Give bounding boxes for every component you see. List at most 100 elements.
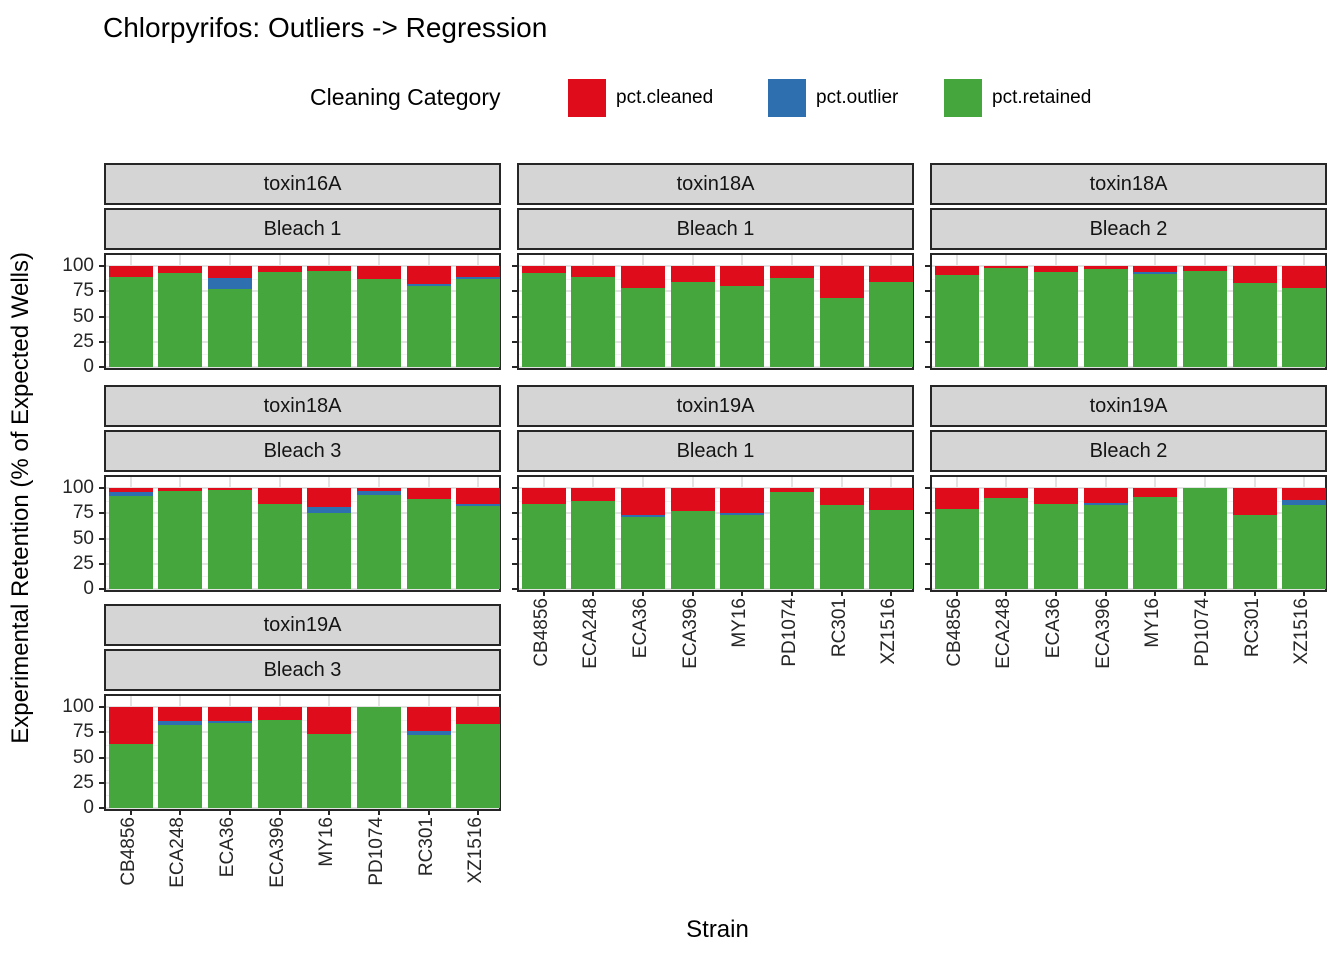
bar-segment-pct.cleaned-CB4856 xyxy=(934,266,979,276)
bar-segment-pct.cleaned-MY16 xyxy=(720,488,765,514)
bar-segment-pct.retained-ECA396 xyxy=(670,282,715,367)
x-axis-label-ECA36: ECA36 xyxy=(217,817,239,878)
bar-segment-pct.retained-XZ1516 xyxy=(1282,505,1327,589)
bar-segment-pct.retained-ECA396 xyxy=(257,720,302,808)
y-axis-tick xyxy=(512,562,519,565)
facet-strip-toxin: toxin16A xyxy=(104,163,501,205)
facet-strip-toxin: toxin19A xyxy=(517,385,914,427)
bar-segment-pct.cleaned-ECA248 xyxy=(571,488,616,502)
facet-panel xyxy=(925,253,1327,370)
bar-segment-pct.outlier-ECA36 xyxy=(208,721,253,724)
bar-segment-pct.retained-MY16 xyxy=(307,513,352,589)
y-axis-tick xyxy=(925,512,932,515)
bar-segment-pct.retained-CB4856 xyxy=(108,277,153,367)
y-axis-tick xyxy=(99,781,106,784)
y-axis-tick-label: 50 xyxy=(72,746,94,768)
bar-segment-pct.cleaned-XZ1516 xyxy=(456,266,501,278)
facet-strip-toxin: toxin19A xyxy=(104,604,501,646)
bar-segment-pct.outlier-CB4856 xyxy=(108,492,153,497)
bar-segment-pct.cleaned-ECA36 xyxy=(1034,266,1079,273)
x-axis-tick xyxy=(1005,590,1008,596)
gridline-major xyxy=(932,265,1325,267)
bar-segment-pct.cleaned-ECA396 xyxy=(257,488,302,505)
bar-segment-pct.outlier-RC301 xyxy=(406,284,451,287)
bar-segment-pct.cleaned-XZ1516 xyxy=(869,266,914,283)
x-axis-tick xyxy=(1055,590,1058,596)
bar-segment-pct.cleaned-ECA248 xyxy=(984,266,1029,269)
bar-segment-pct.retained-RC301 xyxy=(406,499,451,589)
bar-segment-pct.cleaned-ECA396 xyxy=(670,488,715,512)
bar-segment-pct.outlier-MY16 xyxy=(1133,272,1178,275)
bar-segment-pct.retained-ECA36 xyxy=(208,490,253,589)
bar-segment-pct.retained-RC301 xyxy=(819,298,864,367)
bar-segment-pct.cleaned-ECA248 xyxy=(158,707,203,722)
gridline-minor xyxy=(106,795,499,797)
bar-segment-pct.cleaned-MY16 xyxy=(1133,266,1178,273)
facet-strip-toxin: toxin18A xyxy=(517,163,914,205)
y-axis-tick xyxy=(925,537,932,540)
gridline-minor xyxy=(932,329,1325,331)
bar-segment-pct.retained-MY16 xyxy=(720,515,765,589)
bar-segment-pct.cleaned-ECA36 xyxy=(208,707,253,722)
x-axis-tick xyxy=(1203,590,1206,596)
facet-panel xyxy=(512,475,914,596)
y-axis-tick xyxy=(925,588,932,590)
gridline-major xyxy=(106,315,499,318)
gridline-major xyxy=(519,537,912,540)
bar-segment-pct.cleaned-ECA248 xyxy=(984,488,1029,499)
gridline-major xyxy=(519,512,912,515)
y-axis-tick xyxy=(512,366,519,368)
y-axis-tick xyxy=(99,537,106,540)
x-axis-label-XZ1516: XZ1516 xyxy=(465,817,487,884)
y-axis-tick xyxy=(512,487,519,489)
bar-segment-pct.outlier-XZ1516 xyxy=(456,504,501,507)
y-axis-tick xyxy=(99,315,106,318)
y-axis-tick xyxy=(925,340,932,343)
gridline-major xyxy=(519,366,912,368)
x-axis-tick xyxy=(592,590,595,596)
x-axis-tick xyxy=(955,590,958,596)
gridline-minor xyxy=(519,525,912,527)
x-axis-title: Strain xyxy=(686,916,749,943)
bar-segment-pct.cleaned-RC301 xyxy=(1232,266,1277,284)
x-axis-label-ECA248: ECA248 xyxy=(580,598,602,669)
gridline-major xyxy=(519,315,912,318)
bar-segment-pct.outlier-PD1074 xyxy=(356,491,401,496)
bar-segment-pct.cleaned-ECA36 xyxy=(1034,488,1079,505)
y-axis-tick xyxy=(925,487,932,489)
x-axis-label-CB4856: CB4856 xyxy=(943,598,965,667)
bar-segment-pct.retained-PD1074 xyxy=(356,495,401,589)
x-axis-label-XZ1516: XZ1516 xyxy=(1291,598,1313,665)
y-axis-title: Experimental Retention (% of Expected We… xyxy=(7,252,34,744)
facet-panel: 100 75 50 25 0 xyxy=(62,475,501,599)
y-axis-tick-label: 25 xyxy=(72,552,94,574)
x-axis-tick xyxy=(1303,590,1306,596)
gridline-minor xyxy=(106,329,499,331)
bar-segment-pct.cleaned-ECA396 xyxy=(670,266,715,283)
bar-segment-pct.retained-ECA36 xyxy=(1034,272,1079,367)
y-axis-tick xyxy=(925,315,932,318)
gridline-major xyxy=(106,265,499,267)
bar-segment-pct.cleaned-PD1074 xyxy=(356,266,401,280)
y-axis-tick xyxy=(512,315,519,318)
bar-segment-pct.retained-ECA36 xyxy=(1034,504,1079,589)
y-axis-tick xyxy=(512,265,519,267)
gridline-minor xyxy=(106,576,499,578)
legend-swatch-icon xyxy=(568,79,606,117)
gridline-minor xyxy=(106,525,499,527)
facet-strip-bleach: Bleach 2 xyxy=(930,430,1327,472)
gridline-major xyxy=(106,562,499,565)
bar-segment-pct.cleaned-PD1074 xyxy=(1182,266,1227,272)
bar-segment-pct.retained-CB4856 xyxy=(521,273,566,367)
gridline-major xyxy=(106,537,499,540)
y-axis-tick xyxy=(512,588,519,590)
gridline-major xyxy=(519,487,912,489)
gridline-major xyxy=(519,562,912,565)
facet-strip-bleach: Bleach 2 xyxy=(930,208,1327,250)
y-axis-tick-label: 50 xyxy=(72,527,94,549)
facet-strip-toxin: toxin19A xyxy=(930,385,1327,427)
bar-segment-pct.cleaned-ECA396 xyxy=(257,266,302,273)
gridline-major xyxy=(519,588,912,590)
bar-segment-pct.retained-PD1074 xyxy=(769,492,814,589)
gridline-minor xyxy=(519,354,912,356)
